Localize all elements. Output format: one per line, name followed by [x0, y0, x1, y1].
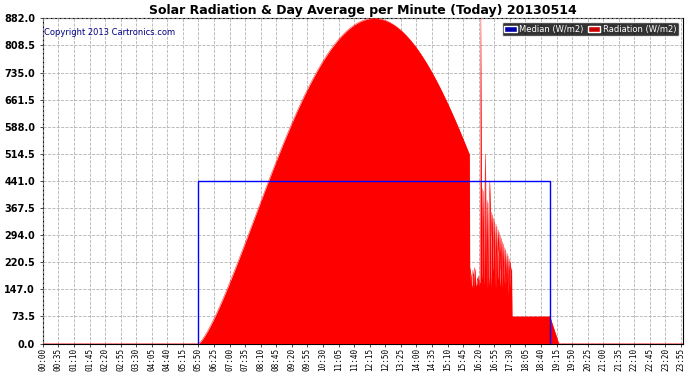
Legend: Median (W/m2), Radiation (W/m2): Median (W/m2), Radiation (W/m2) — [502, 22, 679, 36]
Title: Solar Radiation & Day Average per Minute (Today) 20130514: Solar Radiation & Day Average per Minute… — [149, 4, 577, 17]
Text: Copyright 2013 Cartronics.com: Copyright 2013 Cartronics.com — [44, 28, 175, 37]
